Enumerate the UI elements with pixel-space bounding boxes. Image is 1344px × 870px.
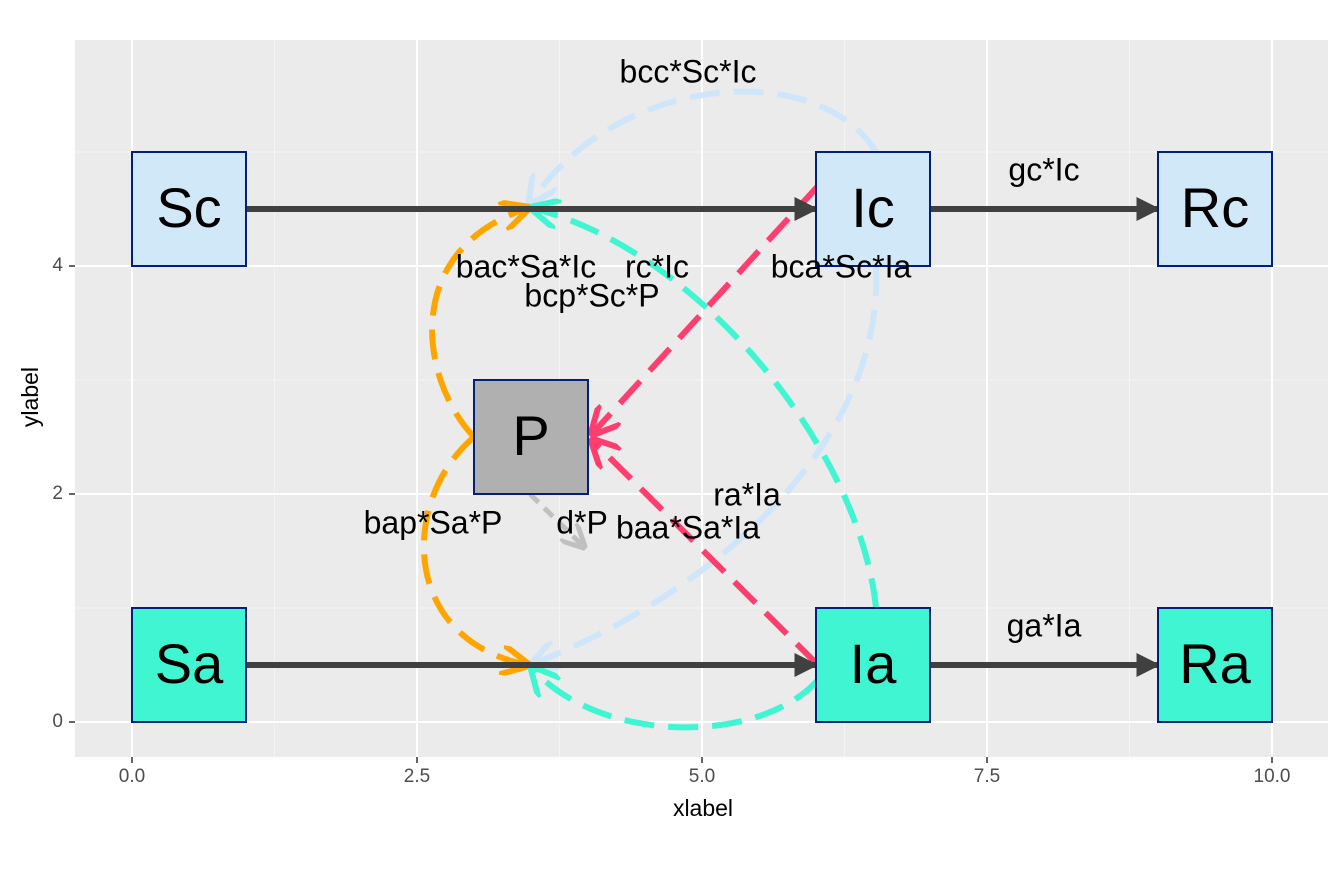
flow-curve [532,668,821,731]
node-box [131,607,247,723]
node-box [1157,607,1273,723]
x-axis-title: xlabel [673,795,733,821]
flow-curve [420,434,528,665]
node-box [815,607,931,723]
y-tick-label: 2 [52,483,63,504]
flow-line [528,492,584,547]
edges [246,88,1161,731]
x-tick-label: 0.0 [119,766,145,787]
node-label: P [512,404,549,467]
x-tick-label: 2.5 [404,766,430,787]
flow-label: rc*Ic [625,248,689,284]
flow-label: bac*Sa*Ic [456,248,597,284]
flow-label: ra*Ia [713,476,781,512]
nodes [131,151,1273,723]
flow-line [592,440,821,668]
y-axis-title: ylabel [17,367,43,427]
flow-label: gc*Ic [1008,151,1079,187]
node-box [815,151,931,267]
node-label: Sa [155,632,224,695]
y-tick-label: 0 [52,711,63,732]
flow-label: ga*Ia [1007,607,1082,643]
node-label: Ra [1179,632,1251,695]
flow-curve [532,265,880,664]
y-tick-label: 4 [52,255,63,276]
flow-label: d*P [556,504,608,540]
flow-curve [429,208,528,440]
flow-label: baa*Sa*Ia [616,509,760,545]
flow-label: bcp*Sc*P [524,277,659,313]
node-box [131,151,247,267]
node-label: Sc [156,176,221,239]
flow-curve [532,208,879,609]
x-tick-label: 5.0 [689,766,715,787]
flow-label: bap*Sa*P [364,504,503,540]
node-label: Rc [1181,176,1249,239]
node-label: Ic [851,176,895,239]
flow-curve [530,88,879,203]
node-label: Ia [850,632,898,695]
node-box [473,379,589,495]
node-box [1157,151,1273,267]
x-tick-label: 10.0 [1254,766,1291,787]
x-tick-label: 7.5 [974,766,1000,787]
flow-label: bca*Sc*Ia [771,248,912,284]
flow-line [592,183,821,434]
flow-label: bcc*Sc*Ic [620,53,757,89]
labels: Sc Ic Rc P Sa Ia Ra bcc*Sc*Ic gc*Ic bac*… [17,53,1252,821]
